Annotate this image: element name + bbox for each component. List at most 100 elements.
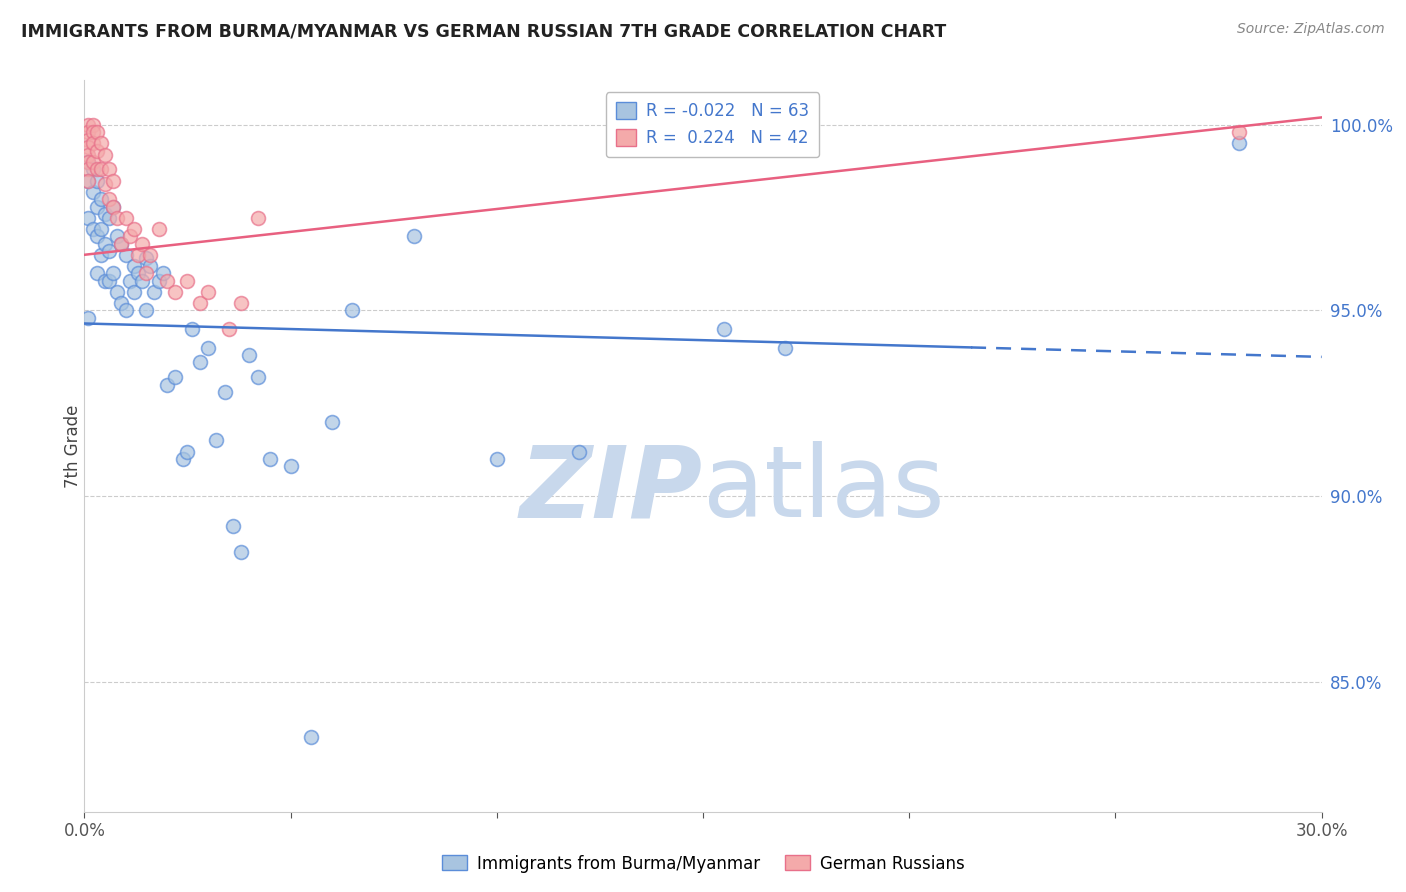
Point	[131, 236, 153, 251]
Point	[77, 173, 100, 187]
Point	[775, 341, 797, 355]
Point	[165, 285, 187, 299]
Text: Source: ZipAtlas.com: Source: ZipAtlas.com	[1237, 22, 1385, 37]
Point	[98, 162, 121, 177]
Point	[205, 434, 228, 448]
Point	[94, 236, 117, 251]
Point	[86, 144, 108, 158]
Point	[77, 211, 100, 225]
Point	[568, 444, 591, 458]
Point	[135, 252, 157, 266]
Point	[713, 322, 735, 336]
Point	[82, 136, 104, 151]
Point	[188, 355, 211, 369]
Point	[86, 266, 108, 280]
Point	[98, 274, 121, 288]
Point	[110, 236, 132, 251]
Point	[172, 452, 194, 467]
Point	[148, 221, 170, 235]
Point	[131, 274, 153, 288]
Point	[259, 452, 281, 467]
Point	[90, 192, 112, 206]
Point	[77, 173, 100, 187]
Point	[1227, 136, 1250, 151]
Point	[77, 118, 100, 132]
Point	[77, 162, 100, 177]
Point	[176, 444, 198, 458]
Point	[114, 303, 136, 318]
Point	[122, 221, 145, 235]
Point	[103, 173, 125, 187]
Text: IMMIGRANTS FROM BURMA/MYANMAR VS GERMAN RUSSIAN 7TH GRADE CORRELATION CHART: IMMIGRANTS FROM BURMA/MYANMAR VS GERMAN …	[21, 22, 946, 40]
Point	[139, 248, 162, 262]
Point	[188, 296, 211, 310]
Point	[98, 192, 121, 206]
Point	[77, 147, 100, 161]
Point	[156, 274, 179, 288]
Point	[77, 140, 100, 154]
Point	[82, 221, 104, 235]
Point	[197, 285, 219, 299]
Point	[165, 370, 187, 384]
Point	[110, 236, 132, 251]
Point	[105, 229, 128, 244]
Point	[82, 162, 104, 177]
Point	[222, 518, 245, 533]
Point	[105, 285, 128, 299]
Point	[246, 211, 269, 225]
Point	[135, 266, 157, 280]
Point	[143, 285, 166, 299]
Point	[110, 296, 132, 310]
Point	[118, 229, 141, 244]
Point	[139, 259, 162, 273]
Point	[86, 200, 108, 214]
Point	[114, 211, 136, 225]
Point	[214, 385, 236, 400]
Point	[77, 155, 100, 169]
Point	[82, 185, 104, 199]
Point	[342, 303, 364, 318]
Point	[229, 545, 252, 559]
Point	[180, 322, 202, 336]
Point	[176, 274, 198, 288]
Point	[103, 200, 125, 214]
Point	[485, 452, 508, 467]
Point	[86, 125, 108, 139]
Point	[94, 207, 117, 221]
Point	[77, 125, 100, 139]
Point	[86, 229, 108, 244]
Point	[82, 155, 104, 169]
Text: ZIP: ZIP	[520, 442, 703, 539]
Legend: R = -0.022   N = 63, R =  0.224   N = 42: R = -0.022 N = 63, R = 0.224 N = 42	[606, 92, 820, 157]
Point	[98, 211, 121, 225]
Point	[77, 133, 100, 147]
Point	[404, 229, 426, 244]
Point	[1227, 125, 1250, 139]
Point	[94, 147, 117, 161]
Point	[218, 322, 240, 336]
Point	[299, 731, 322, 745]
Point	[127, 248, 149, 262]
Point	[118, 274, 141, 288]
Point	[238, 348, 260, 362]
Point	[122, 285, 145, 299]
Point	[135, 303, 157, 318]
Point	[105, 211, 128, 225]
Point	[321, 415, 343, 429]
Point	[114, 248, 136, 262]
Point	[90, 221, 112, 235]
Point	[246, 370, 269, 384]
Text: atlas: atlas	[703, 442, 945, 539]
Point	[77, 310, 100, 325]
Point	[98, 244, 121, 258]
Legend: Immigrants from Burma/Myanmar, German Russians: Immigrants from Burma/Myanmar, German Ru…	[434, 848, 972, 880]
Point	[103, 266, 125, 280]
Point	[152, 266, 174, 280]
Point	[197, 341, 219, 355]
Point	[103, 200, 125, 214]
Point	[82, 118, 104, 132]
Point	[77, 155, 100, 169]
Point	[86, 173, 108, 187]
Y-axis label: 7th Grade: 7th Grade	[65, 404, 82, 488]
Point	[280, 459, 302, 474]
